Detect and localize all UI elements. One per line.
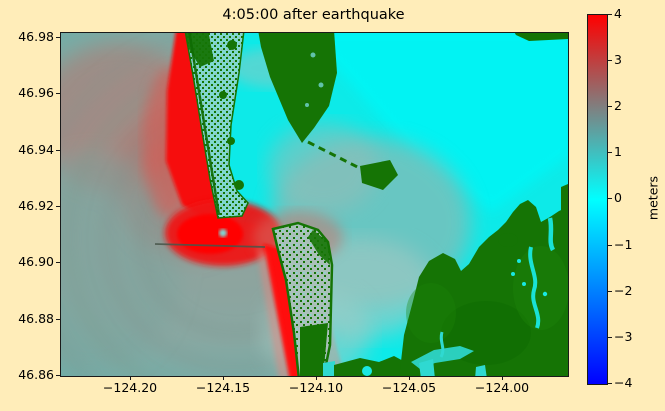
y-tick: [56, 206, 60, 207]
x-tick: [223, 376, 224, 380]
x-tick-label: −124.00: [474, 380, 530, 395]
colorbar-tick-label: 4: [614, 6, 622, 21]
y-tick-label: 46.86: [18, 367, 54, 382]
colorbar-tick: [608, 337, 612, 338]
colorbar: [587, 14, 608, 385]
y-tick: [56, 37, 60, 38]
x-tick-label: −124.05: [381, 380, 437, 395]
y-tick-label: 46.92: [18, 198, 54, 213]
colorbar-tick: [608, 291, 612, 292]
colorbar-tick-label: −1: [614, 237, 633, 252]
x-tick: [130, 376, 131, 380]
island: [498, 233, 518, 247]
heatmap-canvas: [60, 32, 569, 377]
tsunami-wave: [143, 33, 343, 376]
colorbar-tick-label: −2: [614, 283, 633, 298]
colorbar-tick: [608, 152, 612, 153]
x-tick: [316, 376, 317, 380]
y-tick-label: 46.94: [18, 142, 54, 157]
x-tick-label: −124.15: [195, 380, 251, 395]
y-tick: [56, 319, 60, 320]
x-tick: [409, 376, 410, 380]
northeast-shore: [514, 33, 568, 41]
jetty: [154, 243, 266, 248]
y-tick: [56, 375, 60, 376]
river-channel: [528, 246, 541, 329]
plot-title: 4:05:00 after earthquake: [222, 7, 405, 23]
colorbar-tick-label: −3: [614, 329, 633, 344]
y-tick-label: 46.88: [18, 311, 54, 326]
north-shore-wedge: [258, 33, 337, 143]
tsunami-map: [61, 33, 568, 376]
y-tick: [56, 262, 60, 263]
colorbar-tick-label: 3: [614, 52, 622, 67]
colorbar-tick: [608, 106, 612, 107]
colorbar-tick: [608, 245, 612, 246]
x-tick: [502, 376, 503, 380]
y-tick-label: 46.90: [18, 254, 54, 269]
eddy-core: [219, 229, 227, 237]
colorbar-tick: [608, 383, 612, 384]
colorbar-tick-label: 1: [614, 144, 622, 159]
colorbar-tick-label: −4: [614, 375, 633, 390]
land-masses: [184, 33, 568, 376]
y-tick: [56, 150, 60, 151]
north-spit: [184, 33, 249, 219]
colorbar-tick: [608, 198, 612, 199]
colorbar-tick: [608, 14, 612, 15]
colorbar-axis-label: meters: [645, 175, 661, 221]
colorbar-tick: [608, 60, 612, 61]
colorbar-tick-label: 2: [614, 98, 622, 113]
x-tick-label: −124.20: [102, 380, 158, 395]
colorbar-tick-label: 0: [614, 190, 622, 205]
x-tick-label: −124.10: [288, 380, 344, 395]
y-tick-label: 46.98: [18, 29, 54, 44]
y-tick-label: 46.96: [18, 85, 54, 100]
y-tick: [56, 93, 60, 94]
